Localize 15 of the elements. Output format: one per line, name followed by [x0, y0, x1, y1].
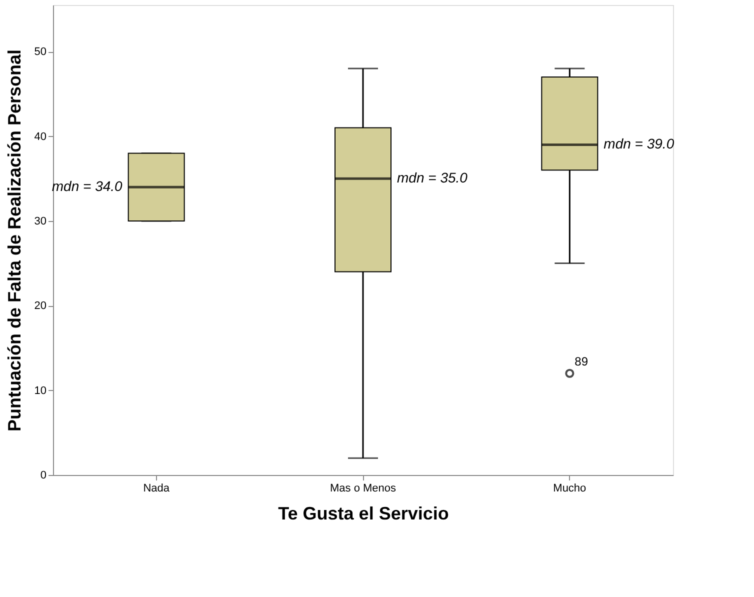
- x-tick-label: Nada: [143, 482, 170, 494]
- x-axis-title: Te Gusta el Servicio: [278, 504, 449, 524]
- y-tick-label: 30: [34, 215, 46, 228]
- x-tick-label: Mas o Menos: [330, 482, 397, 494]
- annotation: mdn = 34.0: [52, 178, 123, 194]
- y-tick-label: 0: [40, 470, 46, 482]
- annotation: mdn = 35.0: [397, 170, 468, 186]
- y-tick-label: 40: [34, 130, 46, 143]
- y-tick-label: 20: [34, 300, 46, 312]
- x-tick-label: Mucho: [553, 482, 586, 494]
- annotation: mdn = 39.0: [604, 136, 674, 152]
- y-tick-label: 50: [34, 46, 46, 58]
- annotation: 89: [574, 354, 588, 368]
- y-tick-label: 10: [34, 384, 46, 397]
- y-axis-title: Puntuación de Falta de Realización Personal: [4, 49, 24, 432]
